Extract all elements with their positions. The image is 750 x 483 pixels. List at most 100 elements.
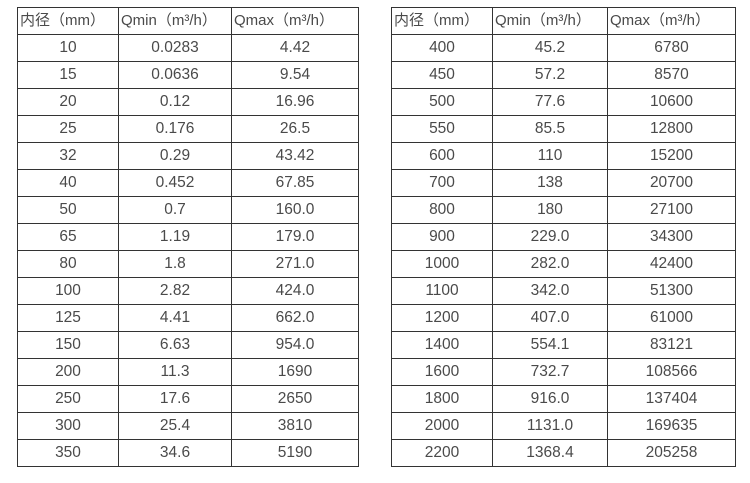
table-row: 1400 554.1 83121 xyxy=(391,331,736,359)
inner-diameter-cell: 500 xyxy=(391,88,493,116)
qmax-cell: 26.5 xyxy=(231,115,359,143)
qmax-cell: 662.0 xyxy=(231,304,359,332)
qmin-cell: 0.29 xyxy=(118,142,232,170)
qmax-cell: 10600 xyxy=(607,88,736,116)
col-header-qmin: Qmin（m³/h） xyxy=(118,7,232,35)
table-row: 80 1.8 271.0 xyxy=(17,250,359,278)
col-header-qmin: Qmin（m³/h） xyxy=(492,7,608,35)
table-row: 25 0.176 26.5 xyxy=(17,115,359,143)
qmin-cell: 2.82 xyxy=(118,277,232,305)
table-row: 1100 342.0 51300 xyxy=(391,277,736,305)
flow-table-small-diameters: 内径（mm） Qmin（m³/h） Qmax（m³/h） 10 0.0283 4.4… xyxy=(17,7,359,467)
qmin-cell: 180 xyxy=(492,196,608,224)
qmax-cell: 160.0 xyxy=(231,196,359,224)
qmax-cell: 4.42 xyxy=(231,34,359,62)
qmin-cell: 110 xyxy=(492,142,608,170)
qmin-cell: 6.63 xyxy=(118,331,232,359)
qmin-cell: 4.41 xyxy=(118,304,232,332)
table-row: 2000 1131.0 169635 xyxy=(391,412,736,440)
table-row: 250 17.6 2650 xyxy=(17,385,359,413)
qmin-cell: 1368.4 xyxy=(492,439,608,467)
inner-diameter-cell: 900 xyxy=(391,223,493,251)
qmin-cell: 342.0 xyxy=(492,277,608,305)
inner-diameter-cell: 200 xyxy=(17,358,119,386)
table-row: 2200 1368.4 205258 xyxy=(391,439,736,467)
table-row: 400 45.2 6780 xyxy=(391,34,736,62)
table-row: 50 0.7 160.0 xyxy=(17,196,359,224)
qmin-cell: 916.0 xyxy=(492,385,608,413)
inner-diameter-cell: 1100 xyxy=(391,277,493,305)
qmax-cell: 83121 xyxy=(607,331,736,359)
inner-diameter-cell: 700 xyxy=(391,169,493,197)
qmax-cell: 137404 xyxy=(607,385,736,413)
table-row: 1000 282.0 42400 xyxy=(391,250,736,278)
qmax-cell: 12800 xyxy=(607,115,736,143)
inner-diameter-cell: 125 xyxy=(17,304,119,332)
qmin-cell: 0.7 xyxy=(118,196,232,224)
table-row: 15 0.0636 9.54 xyxy=(17,61,359,89)
inner-diameter-cell: 1000 xyxy=(391,250,493,278)
qmax-cell: 20700 xyxy=(607,169,736,197)
qmin-cell: 11.3 xyxy=(118,358,232,386)
qmax-cell: 9.54 xyxy=(231,61,359,89)
header-row: 内径（mm） Qmin（m³/h） Qmax（m³/h） xyxy=(391,7,736,35)
header-row: 内径（mm） Qmin（m³/h） Qmax（m³/h） xyxy=(17,7,359,35)
qmax-cell: 61000 xyxy=(607,304,736,332)
qmax-cell: 108566 xyxy=(607,358,736,386)
qmin-cell: 77.6 xyxy=(492,88,608,116)
table-row: 125 4.41 662.0 xyxy=(17,304,359,332)
table-row: 150 6.63 954.0 xyxy=(17,331,359,359)
table-row: 10 0.0283 4.42 xyxy=(17,34,359,62)
table-row: 700 138 20700 xyxy=(391,169,736,197)
qmax-cell: 271.0 xyxy=(231,250,359,278)
inner-diameter-cell: 1600 xyxy=(391,358,493,386)
inner-diameter-cell: 2000 xyxy=(391,412,493,440)
inner-diameter-cell: 1400 xyxy=(391,331,493,359)
inner-diameter-cell: 800 xyxy=(391,196,493,224)
qmin-cell: 1131.0 xyxy=(492,412,608,440)
qmax-cell: 1690 xyxy=(231,358,359,386)
table-row: 600 110 15200 xyxy=(391,142,736,170)
table-row: 550 85.5 12800 xyxy=(391,115,736,143)
inner-diameter-cell: 450 xyxy=(391,61,493,89)
table-row: 40 0.452 67.85 xyxy=(17,169,359,197)
qmin-cell: 0.12 xyxy=(118,88,232,116)
inner-diameter-cell: 300 xyxy=(17,412,119,440)
qmax-cell: 2650 xyxy=(231,385,359,413)
table-row: 200 11.3 1690 xyxy=(17,358,359,386)
inner-diameter-cell: 350 xyxy=(17,439,119,467)
inner-diameter-cell: 1200 xyxy=(391,304,493,332)
qmax-cell: 3810 xyxy=(231,412,359,440)
qmin-cell: 229.0 xyxy=(492,223,608,251)
col-header-qmax: Qmax（m³/h） xyxy=(607,7,736,35)
table-row: 800 180 27100 xyxy=(391,196,736,224)
qmax-cell: 179.0 xyxy=(231,223,359,251)
table-row: 300 25.4 3810 xyxy=(17,412,359,440)
qmin-cell: 1.8 xyxy=(118,250,232,278)
qmax-cell: 67.85 xyxy=(231,169,359,197)
inner-diameter-cell: 550 xyxy=(391,115,493,143)
col-header-inner-diameter: 内径（mm） xyxy=(391,7,493,35)
col-header-inner-diameter: 内径（mm） xyxy=(17,7,119,35)
qmax-cell: 8570 xyxy=(607,61,736,89)
inner-diameter-cell: 50 xyxy=(17,196,119,224)
inner-diameter-cell: 65 xyxy=(17,223,119,251)
qmin-cell: 282.0 xyxy=(492,250,608,278)
qmin-cell: 554.1 xyxy=(492,331,608,359)
table-row: 350 34.6 5190 xyxy=(17,439,359,467)
qmax-cell: 424.0 xyxy=(231,277,359,305)
qmax-cell: 169635 xyxy=(607,412,736,440)
qmin-cell: 1.19 xyxy=(118,223,232,251)
qmin-cell: 34.6 xyxy=(118,439,232,467)
inner-diameter-cell: 80 xyxy=(17,250,119,278)
inner-diameter-cell: 20 xyxy=(17,88,119,116)
qmin-cell: 0.176 xyxy=(118,115,232,143)
inner-diameter-cell: 2200 xyxy=(391,439,493,467)
inner-diameter-cell: 40 xyxy=(17,169,119,197)
inner-diameter-cell: 25 xyxy=(17,115,119,143)
qmax-cell: 43.42 xyxy=(231,142,359,170)
qmin-cell: 0.0283 xyxy=(118,34,232,62)
inner-diameter-cell: 100 xyxy=(17,277,119,305)
qmin-cell: 85.5 xyxy=(492,115,608,143)
qmin-cell: 407.0 xyxy=(492,304,608,332)
